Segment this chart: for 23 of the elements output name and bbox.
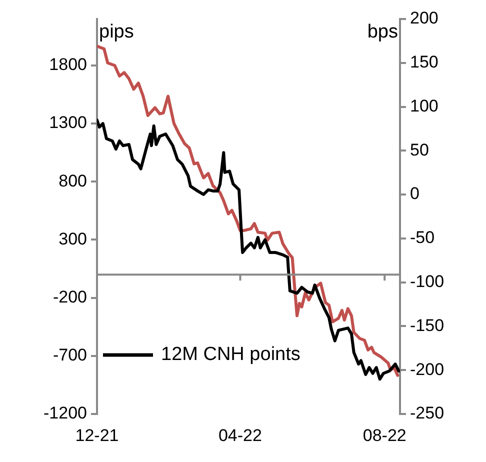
y-tick-label: 800: [58, 171, 87, 190]
y2-tick-label: -100: [410, 272, 444, 292]
x-tick-label: 04-22: [218, 426, 262, 445]
y-tick-label: -700: [52, 346, 87, 365]
y2-tick-label: -50: [410, 228, 435, 248]
y2-tick-label: 100: [410, 96, 438, 116]
y2-axis-title: bps: [367, 22, 398, 43]
y-tick-label: 1800: [49, 55, 87, 74]
y-tick-label: 1300: [49, 113, 87, 132]
y-tick-label: -1200: [44, 404, 87, 423]
y2-tick-label: -150: [410, 316, 444, 335]
x-tick-label: 12-21: [75, 426, 119, 445]
y-tick-label: -200: [52, 288, 87, 307]
y2-tick-label: -200: [410, 360, 444, 379]
y-tick-label: 300: [58, 229, 87, 248]
y2-tick-label: -250: [410, 404, 444, 423]
y2-tick-label: 150: [410, 52, 438, 72]
y2-tick-label: 50: [410, 140, 429, 160]
y2-tick-label: 0: [410, 184, 420, 204]
x-tick-label: 08-22: [362, 426, 406, 445]
legend-label: 12M CNH points: [161, 344, 300, 366]
y-axis-title: pips: [99, 22, 134, 43]
y2-tick-label: 200: [410, 8, 438, 28]
